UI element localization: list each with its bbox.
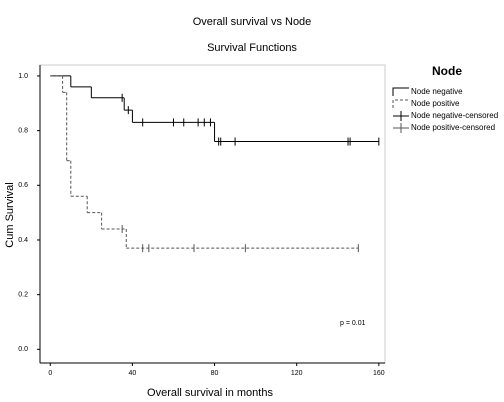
y-tick-label: 0.6 <box>18 182 28 189</box>
x-tick-label: 40 <box>129 370 137 377</box>
y-tick-label: 0.2 <box>18 291 28 298</box>
legend-symbol <box>392 99 409 108</box>
y-tick-label: 0.4 <box>18 237 28 244</box>
x-axis-label: Overall survival in months <box>147 387 273 399</box>
x-tick-label: 0 <box>48 370 52 377</box>
legend-symbol <box>392 87 409 96</box>
x-tick-label: 120 <box>291 370 303 377</box>
y-axis-label: Cum Survival <box>4 182 16 247</box>
legend-label: Node negative-censored <box>411 111 498 120</box>
y-tick-label: 1.0 <box>18 73 28 80</box>
chart-title: Overall survival vs Node <box>193 16 312 28</box>
legend-label: Node positive-censored <box>411 123 495 132</box>
annotation: p = 0.01 <box>340 320 366 327</box>
x-tick-label: 160 <box>373 370 385 377</box>
legend-label: Node positive <box>411 99 460 108</box>
y-tick-label: 0.8 <box>18 127 28 134</box>
legend-label: Node negative <box>411 87 463 96</box>
chart-subtitle: Survival Functions <box>207 42 297 54</box>
legend-title: Node <box>432 64 462 78</box>
x-tick-label: 80 <box>211 370 219 377</box>
plot-frame <box>39 64 386 364</box>
y-tick-label: 0.0 <box>18 346 28 353</box>
